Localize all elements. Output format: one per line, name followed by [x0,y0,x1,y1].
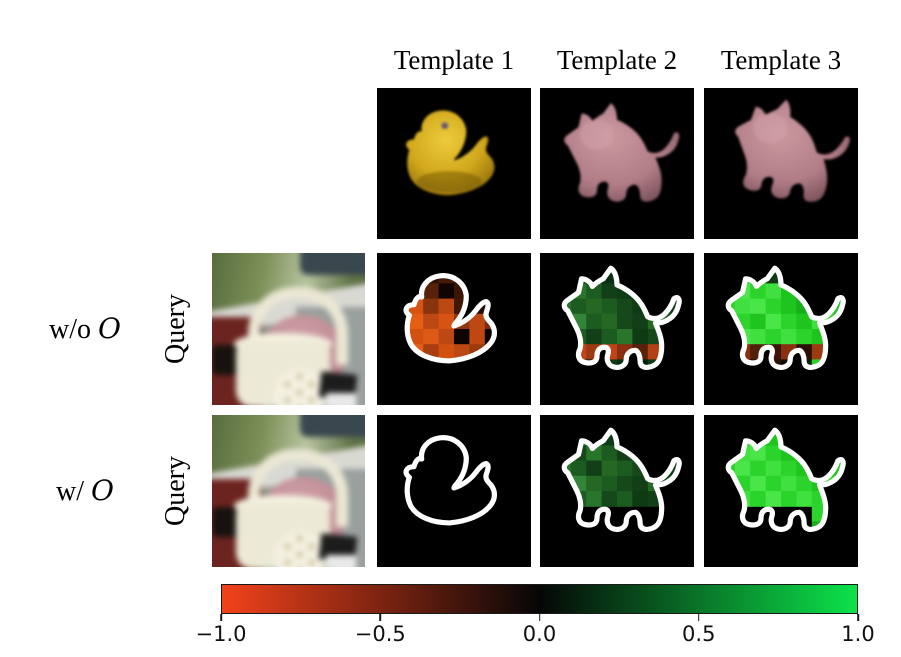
white-sheet [326,393,356,405]
query-axis-label-row-2: Query [148,415,204,567]
row-label-with-o: w/O [18,470,152,512]
template-1-image [377,88,531,239]
similarity-map-r1-t2 [540,253,694,405]
sieve-hole [296,551,303,558]
sieve-hole [284,543,291,550]
cat-render-rotated [704,88,858,239]
colorbar-tick-label: 0.0 [522,622,557,646]
similarity-map-r1-t3 [704,253,858,405]
colorbar-tick-label: −1.0 [195,622,247,646]
similarity-map-r2-t3 [704,415,858,567]
query-image-row-1 [212,253,365,405]
query-label-text: Query [160,456,192,526]
cat-heatmap [540,253,694,405]
sieve-hole [308,397,315,404]
similarity-map-r1-t1 [377,253,531,405]
template-2-image [540,88,694,239]
row-label-prefix: w/o [49,314,92,345]
cat-head-highlight [753,113,788,144]
colorbar-tick [697,614,700,621]
sieve-hole [308,559,315,566]
colorbar-tick [538,614,541,621]
column-header-template-3: Template 3 [720,45,842,75]
colorbar-tick [857,614,859,621]
script-o-symbol: O [98,312,121,345]
query-photo-content [212,253,365,405]
duck-heatmap [377,415,531,567]
query-label-text: Query [160,294,192,364]
duck-eye [441,122,449,130]
duck-shadow [417,171,482,193]
column-header-template-2: Template 2 [556,45,678,75]
similarity-map-r2-t1 [377,415,531,567]
sieve-hole [308,543,315,550]
cat-heatmap [704,253,858,405]
colorbar-tick-label: 0.5 [682,622,716,646]
cat-heatmap [704,415,858,567]
script-o-symbol: O [91,474,114,507]
duck-render [377,88,531,239]
sieve-hole [296,535,303,542]
duck-heatmap [377,253,531,405]
template-3-image [704,88,858,239]
row-label-without-o: w/o O [18,308,152,350]
column-header-template-1: Template 1 [393,45,515,75]
dark-background-object [300,415,365,437]
dark-background-object [300,253,365,275]
colorbar-tick [220,614,222,621]
colorbar-gradient [221,584,858,614]
colorbar-tick-label: 1.0 [841,622,875,646]
query-axis-label-row-1: Query [148,253,204,405]
cat-head-highlight [580,119,614,150]
sieve-hole [296,373,303,380]
colorbar-tick [379,614,382,621]
cat-render [540,88,694,239]
sieve-hole [284,397,291,404]
white-sheet [326,555,356,567]
sieve-hole [284,559,291,566]
query-photo-content [212,415,365,567]
row-label-prefix: w/ [56,476,85,507]
query-image-row-2 [212,415,365,567]
colorbar-tick-label: −0.5 [354,622,406,646]
colorbar: −1.0 −0.5 0.0 0.5 1.0 [196,584,875,654]
similarity-map-r2-t2 [540,415,694,567]
sieve-hole [296,389,303,396]
cat-heatmap [540,415,694,567]
sieve-hole [308,381,315,388]
sieve-hole [284,381,291,388]
